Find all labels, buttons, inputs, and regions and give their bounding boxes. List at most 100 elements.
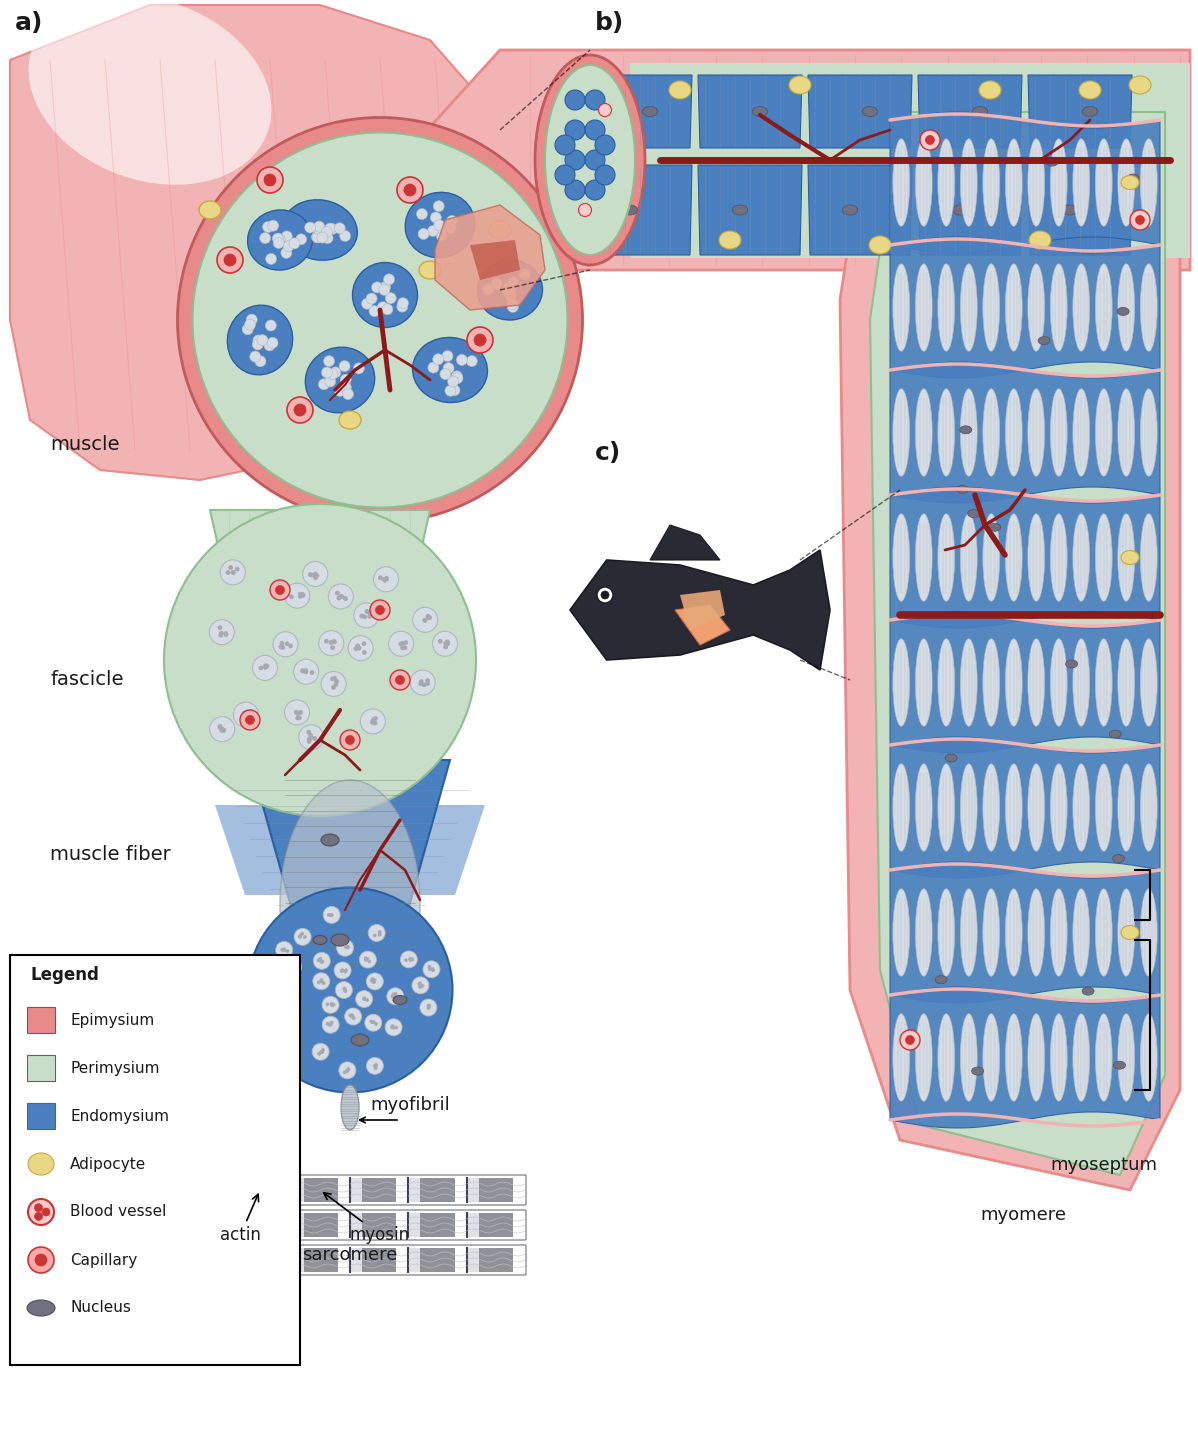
Ellipse shape bbox=[1121, 550, 1139, 564]
Circle shape bbox=[367, 973, 383, 989]
Text: Perimysium: Perimysium bbox=[69, 1060, 159, 1076]
Ellipse shape bbox=[1051, 514, 1067, 602]
Ellipse shape bbox=[1118, 763, 1135, 851]
Ellipse shape bbox=[1051, 888, 1067, 976]
Circle shape bbox=[317, 366, 328, 377]
Ellipse shape bbox=[893, 888, 909, 976]
Circle shape bbox=[353, 603, 379, 628]
Circle shape bbox=[276, 586, 284, 595]
Ellipse shape bbox=[1073, 1014, 1090, 1102]
Circle shape bbox=[313, 973, 329, 989]
Circle shape bbox=[331, 645, 334, 649]
Circle shape bbox=[301, 593, 305, 598]
Circle shape bbox=[926, 135, 934, 144]
Circle shape bbox=[373, 721, 377, 726]
Circle shape bbox=[246, 716, 254, 724]
Polygon shape bbox=[890, 238, 1160, 377]
Ellipse shape bbox=[893, 389, 909, 477]
Polygon shape bbox=[890, 361, 1160, 503]
Polygon shape bbox=[234, 1178, 246, 1202]
Ellipse shape bbox=[1095, 763, 1112, 851]
Circle shape bbox=[373, 981, 375, 984]
Circle shape bbox=[486, 297, 497, 307]
Circle shape bbox=[252, 354, 262, 366]
Circle shape bbox=[362, 642, 365, 645]
Circle shape bbox=[375, 605, 385, 615]
Circle shape bbox=[313, 1043, 329, 1060]
Circle shape bbox=[368, 615, 371, 618]
Circle shape bbox=[410, 670, 435, 696]
Circle shape bbox=[344, 971, 347, 973]
Circle shape bbox=[285, 958, 302, 975]
Polygon shape bbox=[187, 1212, 222, 1237]
Circle shape bbox=[365, 289, 376, 301]
Circle shape bbox=[274, 232, 285, 243]
Polygon shape bbox=[420, 1178, 455, 1202]
Circle shape bbox=[220, 727, 224, 732]
Ellipse shape bbox=[719, 230, 742, 249]
Circle shape bbox=[370, 1020, 373, 1022]
Circle shape bbox=[294, 405, 305, 416]
Ellipse shape bbox=[957, 485, 969, 494]
Text: Capillary: Capillary bbox=[69, 1253, 138, 1267]
Circle shape bbox=[284, 998, 288, 1001]
Circle shape bbox=[368, 291, 379, 302]
Circle shape bbox=[441, 374, 453, 384]
Ellipse shape bbox=[1109, 730, 1121, 739]
Text: Adipocyte: Adipocyte bbox=[69, 1156, 146, 1172]
Circle shape bbox=[337, 596, 341, 600]
Circle shape bbox=[395, 1027, 398, 1030]
Polygon shape bbox=[588, 166, 692, 255]
Circle shape bbox=[332, 685, 335, 690]
FancyBboxPatch shape bbox=[10, 955, 300, 1365]
Circle shape bbox=[300, 405, 303, 409]
Circle shape bbox=[349, 366, 359, 377]
Ellipse shape bbox=[478, 261, 543, 320]
Ellipse shape bbox=[752, 107, 768, 117]
Ellipse shape bbox=[732, 204, 748, 215]
Circle shape bbox=[340, 730, 361, 750]
Circle shape bbox=[383, 579, 387, 582]
Circle shape bbox=[404, 959, 407, 962]
Circle shape bbox=[248, 713, 253, 717]
Ellipse shape bbox=[1095, 1014, 1112, 1102]
Circle shape bbox=[224, 632, 228, 635]
Circle shape bbox=[289, 963, 292, 966]
Circle shape bbox=[346, 1070, 349, 1073]
Ellipse shape bbox=[1083, 107, 1097, 117]
Ellipse shape bbox=[1028, 763, 1045, 851]
Polygon shape bbox=[362, 1178, 397, 1202]
Circle shape bbox=[301, 668, 304, 672]
Ellipse shape bbox=[1118, 639, 1135, 726]
Circle shape bbox=[364, 956, 368, 960]
Circle shape bbox=[345, 969, 347, 972]
Circle shape bbox=[339, 1061, 356, 1079]
Polygon shape bbox=[870, 112, 1164, 1175]
Ellipse shape bbox=[961, 138, 978, 226]
Circle shape bbox=[247, 330, 258, 340]
Circle shape bbox=[259, 667, 262, 670]
Circle shape bbox=[501, 284, 512, 294]
Circle shape bbox=[309, 239, 321, 249]
Circle shape bbox=[458, 361, 470, 373]
Circle shape bbox=[319, 226, 329, 236]
Circle shape bbox=[411, 958, 413, 960]
Circle shape bbox=[392, 994, 395, 996]
Circle shape bbox=[363, 998, 365, 1001]
Circle shape bbox=[317, 1053, 321, 1056]
Circle shape bbox=[294, 660, 319, 684]
Ellipse shape bbox=[412, 337, 488, 403]
Circle shape bbox=[343, 988, 346, 991]
Text: sarcomere: sarcomere bbox=[302, 1246, 398, 1264]
Circle shape bbox=[379, 930, 381, 933]
Ellipse shape bbox=[961, 264, 978, 351]
Ellipse shape bbox=[938, 514, 955, 602]
Text: Blood vessel: Blood vessel bbox=[69, 1204, 167, 1220]
Polygon shape bbox=[246, 1248, 279, 1272]
Ellipse shape bbox=[938, 888, 955, 976]
Polygon shape bbox=[303, 1212, 338, 1237]
Circle shape bbox=[243, 713, 248, 716]
Circle shape bbox=[388, 631, 413, 657]
Ellipse shape bbox=[982, 514, 999, 602]
Circle shape bbox=[297, 716, 302, 720]
